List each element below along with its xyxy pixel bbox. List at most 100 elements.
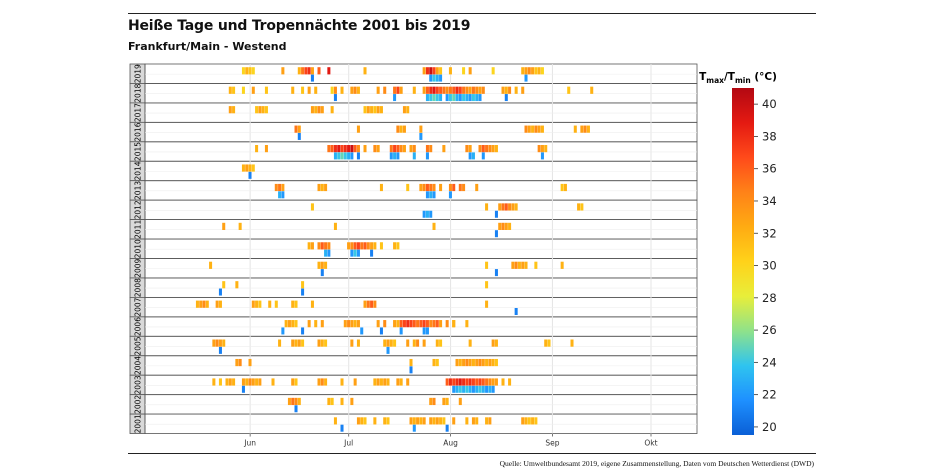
hot-day-cell — [514, 203, 518, 211]
hot-day-cell — [406, 320, 410, 328]
hot-day-cell — [248, 358, 252, 367]
hot-day-cell — [291, 320, 295, 328]
hot-day-cell — [514, 86, 518, 94]
hot-day-cell — [448, 183, 452, 192]
tropical-night-cell — [393, 152, 397, 160]
hot-day-cell — [521, 417, 525, 425]
hot-day-cell — [412, 320, 416, 328]
hot-day-cell — [333, 222, 337, 230]
hot-day-cell — [485, 281, 489, 289]
year-panel-2012 — [144, 199, 698, 220]
hot-day-cell — [212, 378, 216, 386]
hot-day-cell — [238, 358, 242, 367]
legend-tick-label-36: 36 — [762, 162, 777, 176]
hot-day-cell — [396, 145, 400, 153]
hot-day-cell — [333, 417, 337, 425]
tropical-night-cell — [340, 424, 344, 432]
hot-day-cell — [291, 397, 295, 406]
hot-day-cell — [442, 417, 446, 425]
year-label-2011: 2011 — [134, 220, 143, 239]
hot-day-cell — [324, 378, 328, 386]
hot-day-cell — [360, 242, 364, 250]
hot-day-cell — [327, 145, 331, 153]
hot-day-cell — [485, 378, 489, 386]
hot-day-cell — [416, 320, 420, 328]
hot-day-cell — [494, 339, 498, 347]
hot-day-cell — [251, 164, 255, 172]
hot-day-cell — [491, 145, 495, 153]
hot-day-cell — [396, 86, 400, 94]
hot-day-cell — [435, 339, 439, 347]
hot-day-cell — [294, 125, 298, 133]
hot-day-cell — [297, 397, 301, 406]
year-panel-2004 — [144, 355, 698, 376]
hot-day-cell — [422, 417, 426, 425]
hot-day-cell — [488, 417, 492, 425]
hot-day-cell — [524, 261, 528, 269]
hot-day-cell — [442, 145, 446, 153]
tropical-night-cell — [452, 385, 456, 393]
tropical-night-cell — [294, 405, 298, 413]
tropical-night-cell — [455, 385, 459, 393]
hot-day-cell — [590, 86, 594, 94]
hot-day-cell — [363, 300, 367, 308]
year-label-2010: 2010 — [134, 239, 143, 258]
hot-day-cell — [297, 339, 301, 347]
hot-day-cell — [481, 378, 485, 386]
tropical-night-cell — [389, 152, 393, 160]
hot-day-cell — [577, 203, 581, 211]
hot-day-cell — [422, 339, 426, 347]
hot-day-cell — [376, 86, 380, 94]
hot-day-cell — [524, 67, 528, 75]
hot-day-cell — [439, 320, 443, 328]
hot-day-cell — [491, 358, 495, 367]
hot-day-cell — [379, 106, 383, 114]
hot-day-cell — [458, 358, 462, 367]
hot-day-cell — [508, 378, 512, 386]
hot-day-cell — [531, 67, 535, 75]
hot-day-cell — [258, 378, 262, 386]
year-label-2008: 2008 — [134, 278, 143, 297]
tropical-night-cell — [481, 385, 485, 393]
hot-day-cell — [471, 86, 475, 94]
year-panel-2009 — [144, 258, 698, 279]
color-legend: Tmax/Tmin (°C) 20 22 24 26 28 30 32 34 36 38 40 — [699, 71, 777, 435]
hot-day-cell — [435, 86, 439, 94]
hot-day-cell — [356, 125, 360, 133]
hot-day-cell — [442, 86, 446, 94]
tropical-night-cell — [524, 74, 528, 82]
hot-day-cell — [350, 145, 354, 153]
hot-day-cell — [399, 378, 403, 386]
hot-day-cell — [504, 203, 508, 211]
hot-day-cell — [241, 378, 245, 386]
year-label-2009: 2009 — [134, 258, 143, 277]
hot-day-cell — [255, 300, 259, 308]
hot-day-cell — [284, 320, 288, 328]
hot-day-cell — [485, 145, 489, 153]
hot-day-cell — [537, 67, 541, 75]
hot-day-cell — [363, 417, 367, 425]
year-panel-2014 — [144, 160, 698, 182]
hot-day-cell — [425, 320, 429, 328]
tropical-night-cell — [425, 152, 429, 160]
tropical-night-cell — [379, 327, 383, 335]
hot-day-cell — [353, 86, 357, 94]
hot-day-cell — [278, 183, 282, 192]
hot-day-cell — [228, 106, 232, 114]
hot-day-cell — [429, 183, 433, 192]
hot-day-cell — [393, 86, 397, 94]
hot-day-cell — [508, 222, 512, 230]
tropical-night-cell — [458, 94, 462, 102]
hot-day-cell — [435, 358, 439, 367]
hot-day-cell — [301, 86, 305, 94]
hot-day-cell — [425, 145, 429, 153]
hot-day-cell — [370, 106, 374, 114]
hot-day-cell — [314, 86, 318, 94]
hot-day-cell — [432, 183, 436, 192]
tropical-night-cell — [429, 210, 433, 218]
hot-day-cell — [347, 242, 351, 250]
hot-day-cell — [363, 145, 367, 153]
tropical-night-cell — [412, 152, 416, 160]
legend-tick-label-34: 34 — [762, 194, 777, 208]
hot-day-cell — [258, 106, 262, 114]
